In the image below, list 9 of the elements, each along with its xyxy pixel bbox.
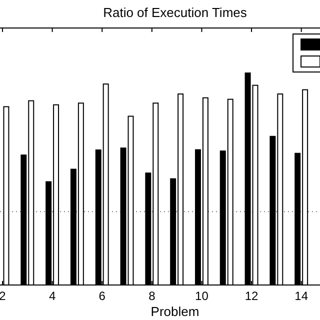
x-axis-title: Problem [150,304,200,319]
x-tick-label: 12 [244,289,259,303]
chart-title: Ratio of Execution Times [103,5,248,20]
x-tick-label: 8 [148,289,156,303]
x-tick-label: 2 [0,289,6,303]
x-tick-label: 14 [294,289,308,303]
x-tick-label: 6 [98,289,106,303]
x-tick-label: 4 [48,289,56,303]
x-tick-label: 10 [195,289,209,303]
